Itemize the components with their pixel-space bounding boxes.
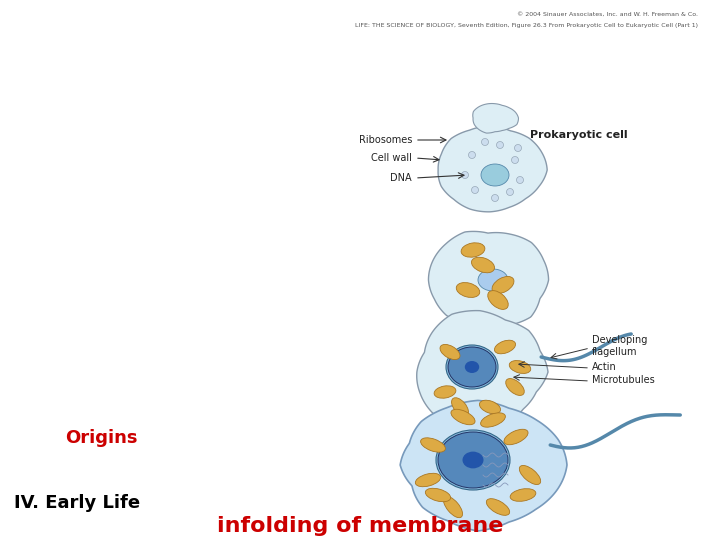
Circle shape	[482, 138, 488, 145]
Polygon shape	[417, 310, 548, 429]
Text: © 2004 Sinauer Associates, Inc. and W. H. Freeman & Co.: © 2004 Sinauer Associates, Inc. and W. H…	[518, 12, 698, 17]
Ellipse shape	[415, 473, 441, 487]
Ellipse shape	[462, 451, 484, 468]
Ellipse shape	[504, 429, 528, 445]
Text: Ribosomes: Ribosomes	[359, 135, 412, 145]
Ellipse shape	[451, 398, 469, 416]
Ellipse shape	[492, 276, 514, 294]
Ellipse shape	[519, 465, 541, 484]
Ellipse shape	[509, 361, 531, 374]
Ellipse shape	[487, 291, 508, 309]
Text: infolding of membrane: infolding of membrane	[217, 516, 503, 536]
Ellipse shape	[481, 164, 509, 186]
Ellipse shape	[440, 345, 460, 360]
Circle shape	[492, 194, 498, 201]
Ellipse shape	[505, 379, 524, 395]
Circle shape	[516, 177, 523, 184]
Text: Prokaryotic cell: Prokaryotic cell	[530, 130, 628, 140]
Ellipse shape	[495, 340, 516, 354]
Circle shape	[462, 172, 469, 179]
Ellipse shape	[444, 496, 462, 518]
Ellipse shape	[420, 438, 446, 452]
Text: Microtubules: Microtubules	[592, 375, 654, 385]
Ellipse shape	[446, 345, 498, 389]
Ellipse shape	[434, 386, 456, 398]
Ellipse shape	[480, 400, 500, 414]
Ellipse shape	[481, 413, 505, 427]
Ellipse shape	[456, 282, 480, 298]
Ellipse shape	[436, 430, 510, 490]
Polygon shape	[438, 126, 547, 212]
Text: LIFE: THE SCIENCE OF BIOLOGY, Seventh Edition, Figure 26.3 From Prokaryotic Cell: LIFE: THE SCIENCE OF BIOLOGY, Seventh Ed…	[356, 23, 698, 28]
Text: Developing: Developing	[592, 335, 647, 345]
Ellipse shape	[510, 489, 536, 501]
Polygon shape	[400, 401, 567, 531]
Polygon shape	[473, 104, 518, 133]
Circle shape	[506, 188, 513, 195]
Ellipse shape	[486, 498, 510, 515]
Text: Actin: Actin	[592, 362, 617, 372]
Circle shape	[497, 141, 503, 149]
Circle shape	[511, 157, 518, 164]
Ellipse shape	[448, 347, 496, 387]
Text: IV. Early Life: IV. Early Life	[14, 494, 140, 512]
Text: Cell wall: Cell wall	[371, 153, 412, 163]
Ellipse shape	[438, 432, 508, 488]
Ellipse shape	[451, 409, 475, 425]
Ellipse shape	[478, 269, 508, 291]
Circle shape	[469, 152, 475, 159]
Text: DNA: DNA	[390, 173, 412, 183]
Polygon shape	[428, 232, 549, 332]
Circle shape	[515, 145, 521, 152]
Ellipse shape	[465, 361, 480, 373]
Ellipse shape	[426, 488, 451, 502]
Ellipse shape	[461, 243, 485, 257]
Ellipse shape	[472, 257, 495, 273]
Text: flagellum: flagellum	[592, 347, 637, 357]
Text: Origins: Origins	[65, 429, 138, 447]
Circle shape	[472, 186, 479, 193]
